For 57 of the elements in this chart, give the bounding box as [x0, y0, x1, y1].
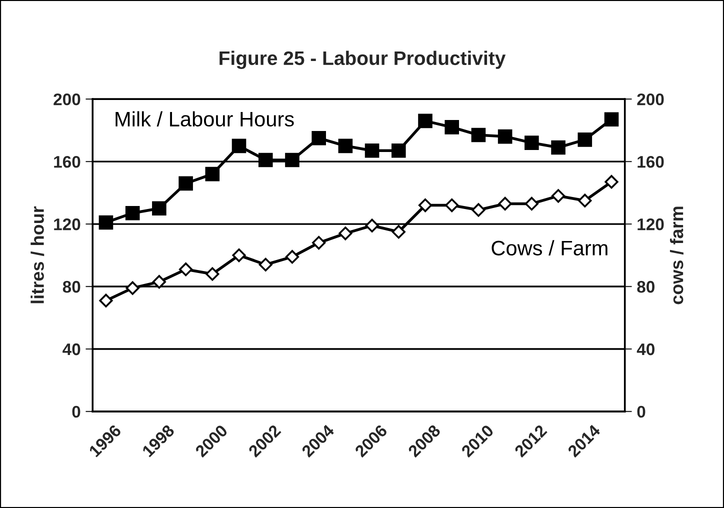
point	[285, 152, 300, 168]
point	[604, 175, 618, 189]
point	[365, 218, 379, 232]
point	[232, 138, 246, 154]
point	[312, 236, 326, 250]
point	[99, 294, 113, 308]
point	[98, 215, 114, 230]
point	[125, 206, 140, 220]
point	[152, 201, 166, 216]
point	[471, 128, 486, 142]
point	[444, 120, 460, 134]
point	[338, 138, 353, 154]
y2-tick-label: 160	[638, 156, 664, 168]
point	[179, 262, 193, 276]
point	[472, 203, 486, 217]
y-tick-label: 80	[62, 280, 80, 293]
point	[312, 130, 326, 146]
point	[364, 143, 380, 158]
point	[152, 275, 166, 289]
point	[392, 143, 406, 158]
y2-tick-label: 80	[637, 280, 654, 293]
point	[126, 281, 140, 295]
point	[578, 194, 592, 208]
point	[178, 176, 193, 191]
point	[498, 129, 512, 144]
point	[418, 114, 432, 128]
y-axis-title: litres / hour	[30, 206, 44, 304]
point	[285, 250, 300, 264]
y-tick-label: 160	[54, 156, 80, 168]
point	[418, 198, 432, 212]
y2-tick-label: 40	[636, 343, 654, 356]
y2-tick-label: 120	[638, 218, 664, 230]
series-label: Cows / Farm	[492, 240, 608, 256]
point	[258, 152, 273, 168]
y-tick-label: 0	[72, 406, 80, 418]
point	[445, 198, 459, 212]
point	[524, 136, 539, 150]
point	[551, 189, 566, 203]
series-label: Milk / Labour Hours	[116, 111, 294, 127]
point	[524, 196, 538, 211]
y-tick-label: 120	[54, 218, 80, 230]
point	[206, 267, 220, 281]
point	[498, 196, 512, 211]
y2-axis-title: cows / farm	[670, 206, 684, 304]
point	[392, 225, 406, 239]
point	[604, 112, 619, 127]
point	[258, 258, 272, 272]
point	[578, 132, 592, 147]
y2-tick-label: 0	[637, 406, 646, 418]
point	[232, 248, 246, 262]
point	[551, 140, 566, 155]
point	[205, 166, 220, 182]
y2-tick-label: 200	[637, 93, 664, 106]
y-tick-label: 200	[54, 93, 80, 106]
y-tick-label: 40	[62, 343, 80, 356]
chart-title: Figure 25 - Labour Productivity	[220, 50, 506, 70]
point	[338, 226, 352, 240]
